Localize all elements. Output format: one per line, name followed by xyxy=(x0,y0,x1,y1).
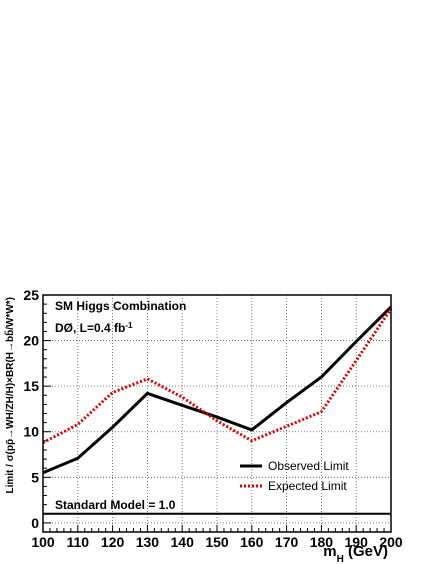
y-tick-label: 5 xyxy=(31,469,39,485)
y-tick-label: 20 xyxy=(23,333,39,349)
x-tick-label: 150 xyxy=(205,534,229,550)
legend-label-observed: Observed Limit xyxy=(268,459,349,473)
x-tick-label: 130 xyxy=(136,534,160,550)
legend-label-expected: Expected Limit xyxy=(268,479,347,493)
grid-lines xyxy=(43,295,391,532)
x-axis-label: mH (GeV) xyxy=(323,543,388,564)
y-axis-label: Limit / σ(pp̄→WH/ZH/H)×BR(H→bb̄/W*W*) xyxy=(4,297,16,494)
x-tick-label: 170 xyxy=(275,534,299,550)
y-tick-labels: 0 5 10 15 20 25 xyxy=(23,287,39,531)
x-tick-label: 190 xyxy=(345,534,369,550)
expected-limit-line xyxy=(42,307,393,445)
y-tick-label: 15 xyxy=(23,378,39,394)
x-tick-labels: 100 110 120 130 140 150 160 170 180 190 200 xyxy=(31,534,403,550)
x-tick-label: 140 xyxy=(171,534,195,550)
legend: Observed Limit Expected Limit xyxy=(240,459,349,493)
y-tick-label: 10 xyxy=(23,424,39,440)
annotation-experiment: DØ, L=0.4 fb-1 xyxy=(55,321,133,336)
x-tick-label: 120 xyxy=(101,534,125,550)
observed-limit-line xyxy=(42,305,393,475)
y-tick-label: 0 xyxy=(31,515,39,531)
annotation-title: SM Higgs Combination xyxy=(55,299,186,313)
x-tick-label: 200 xyxy=(379,534,403,550)
x-tick-label: 100 xyxy=(31,534,55,550)
y-tick-label: 25 xyxy=(23,287,39,303)
annotation-standard-model: Standard Model = 1.0 xyxy=(55,498,176,512)
x-tick-label: 110 xyxy=(67,534,90,550)
axis-ticks xyxy=(42,294,392,533)
x-tick-label: 160 xyxy=(240,534,264,550)
series-layer xyxy=(42,305,393,515)
x-tick-label: 180 xyxy=(310,534,334,550)
